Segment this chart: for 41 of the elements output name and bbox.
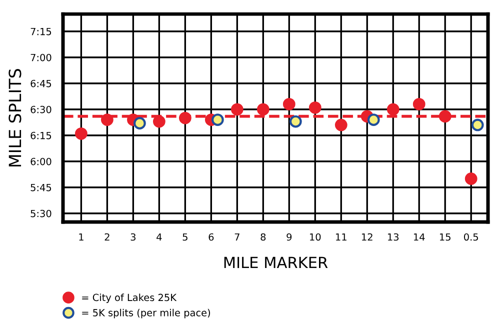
x-tick-label: 8	[260, 233, 266, 241]
x-tick-label: 12	[362, 233, 372, 241]
point	[100, 114, 114, 126]
y-tick-label: 7:00	[30, 54, 52, 62]
x-tick-label: 3	[130, 233, 136, 241]
x-tick-label: 1	[79, 233, 84, 241]
point	[412, 98, 426, 110]
point	[230, 103, 244, 116]
x-tick-label: 6	[208, 233, 214, 241]
x-tick-label: 10	[310, 233, 321, 241]
point	[334, 118, 348, 132]
legend-label: = 5K splits (per mile pace)	[82, 308, 210, 318]
point	[308, 101, 322, 114]
y-tick-label: 6:30	[30, 106, 52, 114]
x-tick-label: 4	[156, 233, 162, 241]
point	[178, 112, 192, 124]
y-tick-label: 6:45	[30, 80, 52, 88]
point	[256, 103, 270, 116]
y-tick-label: 7:15	[30, 28, 52, 36]
y-axis-title: MILE SPLITS	[8, 68, 22, 166]
x-tick-label: 13	[388, 233, 399, 241]
x-tick-label: 11	[336, 233, 346, 241]
x-tick-label: 9	[286, 233, 292, 241]
x-tick-label: 14	[414, 233, 425, 241]
y-tick-label: 5:45	[30, 184, 52, 192]
x-tick-label: 15	[440, 233, 450, 241]
x-axis-title: MILE MARKER	[224, 256, 328, 268]
x-tick-label: 5	[182, 233, 188, 241]
y-tick-label: 6:15	[30, 132, 52, 140]
point	[438, 110, 452, 123]
y-tick-label: 5:30	[30, 210, 52, 218]
y-tick-label: 6:00	[30, 158, 52, 166]
legend-label: = City of Lakes 25K	[82, 294, 177, 304]
point	[75, 127, 88, 140]
x-tick-label: 2	[104, 233, 110, 241]
point	[464, 172, 478, 185]
point	[282, 98, 296, 110]
x-tick-label: 0.5	[464, 233, 478, 241]
x-tick-label: 7	[234, 233, 240, 241]
point	[386, 103, 400, 116]
point	[152, 115, 166, 128]
